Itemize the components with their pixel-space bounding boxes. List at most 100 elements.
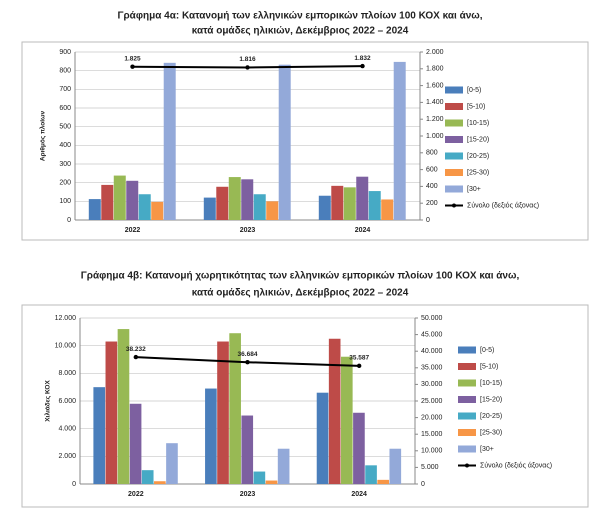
legend-label: [25-30) xyxy=(467,169,489,176)
y-tick-label: 900 xyxy=(59,49,71,56)
y2-tick-label: 45.000 xyxy=(421,331,443,338)
x-tick-label: 2023 xyxy=(240,227,256,234)
bar xyxy=(368,191,381,220)
legend-label: Σύνολο (δεξιός άξονας) xyxy=(467,201,539,209)
bar xyxy=(216,186,229,220)
y-tick-label: 500 xyxy=(59,124,71,131)
y-tick-label: 12.000 xyxy=(55,315,77,322)
y2-tick-label: 1.000 xyxy=(426,133,444,140)
bar xyxy=(93,387,106,484)
bar xyxy=(253,194,266,220)
legend-label: [20-25) xyxy=(467,153,489,160)
y-tick-label: 800 xyxy=(59,68,71,75)
y-tick-label: 100 xyxy=(59,198,71,205)
data-label: 38.232 xyxy=(126,346,146,353)
legend-swatch xyxy=(458,363,476,370)
legend-swatch xyxy=(445,119,463,127)
y-tick-label: 4.000 xyxy=(58,426,76,433)
bar xyxy=(277,448,290,484)
y2-tick-label: 2.000 xyxy=(426,49,444,56)
data-label: 1.816 xyxy=(239,56,256,63)
y-tick-label: 400 xyxy=(59,142,71,149)
y2-tick-label: 30.000 xyxy=(421,381,443,388)
total-point xyxy=(245,360,250,365)
bar xyxy=(105,341,118,484)
legend-label: [10-15) xyxy=(480,380,502,387)
bar xyxy=(151,201,164,220)
y2-tick-label: 1.800 xyxy=(426,66,444,73)
legend-swatch xyxy=(458,412,476,420)
bar xyxy=(129,403,142,484)
bar xyxy=(266,201,279,220)
y-tick-label: 2.000 xyxy=(58,453,76,460)
y-tick-label: 300 xyxy=(59,161,71,168)
total-point xyxy=(356,363,362,369)
data-label: 1.832 xyxy=(354,55,371,62)
bar xyxy=(228,177,241,220)
legend-swatch xyxy=(458,379,476,387)
y2-tick-label: 600 xyxy=(426,166,438,173)
y-axis-label: Χιλιάδες ΚΟΧ xyxy=(44,380,52,422)
x-tick-label: 2022 xyxy=(125,227,141,234)
bar xyxy=(154,481,166,484)
bar xyxy=(381,199,394,220)
bar xyxy=(389,448,402,484)
bar xyxy=(241,415,254,484)
x-tick-label: 2024 xyxy=(351,491,367,498)
bar xyxy=(138,194,151,220)
y-tick-label: 6.000 xyxy=(58,398,76,405)
y2-tick-label: 1.600 xyxy=(426,82,444,89)
y2-tick-label: 15.000 xyxy=(421,431,443,438)
bar xyxy=(163,62,176,221)
bar xyxy=(203,197,216,220)
y-tick-label: 0 xyxy=(67,217,71,224)
bar xyxy=(166,443,178,484)
y2-tick-label: 0 xyxy=(421,481,425,488)
y2-tick-label: 35.000 xyxy=(421,365,443,372)
bar xyxy=(101,184,114,220)
bar xyxy=(217,341,229,484)
y2-tick-label: 20.000 xyxy=(421,414,443,421)
legend-swatch xyxy=(458,445,476,453)
legend-label: [0-5) xyxy=(480,347,494,354)
bar xyxy=(318,195,331,220)
bar xyxy=(377,479,389,484)
y2-tick-label: 1.400 xyxy=(426,99,444,106)
y2-tick-label: 0 xyxy=(426,217,430,224)
legend-swatch xyxy=(465,463,469,468)
bar xyxy=(265,480,278,484)
bar xyxy=(328,338,341,484)
y2-tick-label: 1.200 xyxy=(426,116,444,123)
legend-swatch xyxy=(445,103,463,110)
legend-label: [15-20) xyxy=(467,136,489,143)
y2-tick-label: 40.000 xyxy=(421,348,443,355)
x-tick-label: 2022 xyxy=(128,491,144,498)
data-label: 1.825 xyxy=(124,55,141,62)
legend-swatch xyxy=(445,86,463,94)
legend-label: [15-20) xyxy=(480,396,502,403)
total-point xyxy=(130,64,135,69)
legend-label: [5-10) xyxy=(480,363,498,370)
legend-label: Σύνολο (δεξιός άξονας) xyxy=(480,461,552,469)
legend-label: [0-5) xyxy=(467,87,481,94)
chart-subtitle: κατά ομάδες ηλικιών, Δεκέμβριος 2022 – 2… xyxy=(192,26,409,37)
legend-swatch xyxy=(458,429,476,436)
bar xyxy=(353,412,365,484)
bar xyxy=(241,179,254,220)
bar xyxy=(229,333,241,484)
bar xyxy=(253,471,266,484)
y2-tick-label: 200 xyxy=(426,200,438,207)
chart-subtitle: κατά ομάδες ηλικιών, Δεκέμβριος 2022 – 2… xyxy=(192,288,409,299)
chart-frame xyxy=(21,41,589,241)
total-point xyxy=(133,354,139,360)
y-tick-label: 8.000 xyxy=(58,370,76,377)
legend-swatch xyxy=(458,346,476,354)
total-point xyxy=(360,63,365,69)
legend-swatch xyxy=(445,185,463,193)
bar xyxy=(126,180,139,220)
legend-label: [20-25) xyxy=(480,413,502,420)
legend-swatch xyxy=(452,203,456,208)
y2-tick-label: 25.000 xyxy=(421,398,443,405)
legend-label: [30+ xyxy=(480,446,494,453)
